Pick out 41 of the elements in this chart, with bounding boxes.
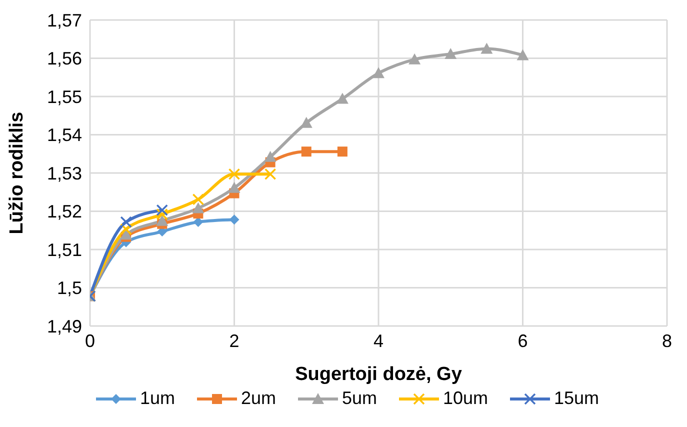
x-axis-title: Sugertoji dozė, Gy bbox=[295, 364, 462, 385]
y-axis-title: Lūžio rodiklis bbox=[6, 112, 28, 234]
y-tick-label: 1,56 bbox=[46, 48, 82, 69]
y-tick-label: 1,53 bbox=[46, 163, 82, 184]
legend-label: 5um bbox=[340, 388, 377, 409]
point bbox=[120, 223, 132, 236]
y-tick-label: 1,57 bbox=[46, 10, 82, 30]
x-tick-label: 2 bbox=[229, 330, 240, 351]
legend-label: 10um bbox=[442, 388, 488, 409]
point bbox=[337, 146, 348, 157]
point bbox=[192, 202, 204, 214]
legend-label: 1um bbox=[138, 388, 175, 409]
point bbox=[192, 193, 204, 206]
point bbox=[372, 67, 384, 78]
point bbox=[408, 53, 421, 64]
y-tick-label: 1,51 bbox=[46, 240, 82, 260]
x-tick-label: 4 bbox=[373, 330, 384, 351]
point bbox=[229, 214, 240, 225]
legend-label: 2um bbox=[240, 388, 276, 409]
point bbox=[156, 204, 168, 216]
point bbox=[120, 216, 132, 228]
y-tick-label: 1,49 bbox=[46, 316, 82, 336]
legend-label: 15um bbox=[553, 388, 600, 409]
y-tick-label: 1,55 bbox=[46, 86, 82, 107]
point bbox=[228, 182, 240, 193]
y-tick-label: 1,5 bbox=[56, 278, 82, 298]
point bbox=[264, 150, 276, 162]
point bbox=[480, 42, 493, 54]
point bbox=[156, 208, 168, 220]
point bbox=[156, 214, 168, 226]
point bbox=[301, 146, 312, 157]
point bbox=[264, 168, 276, 180]
point bbox=[516, 49, 529, 60]
y-tick-label: 1,52 bbox=[46, 202, 82, 222]
point bbox=[228, 168, 240, 180]
point bbox=[444, 48, 457, 60]
y-tick-label: 1,54 bbox=[46, 125, 82, 146]
x-tick-label: 6 bbox=[518, 330, 528, 351]
point bbox=[336, 92, 348, 104]
x-tick-label: 0 bbox=[84, 330, 96, 351]
x-tick-label: 8 bbox=[662, 330, 672, 351]
